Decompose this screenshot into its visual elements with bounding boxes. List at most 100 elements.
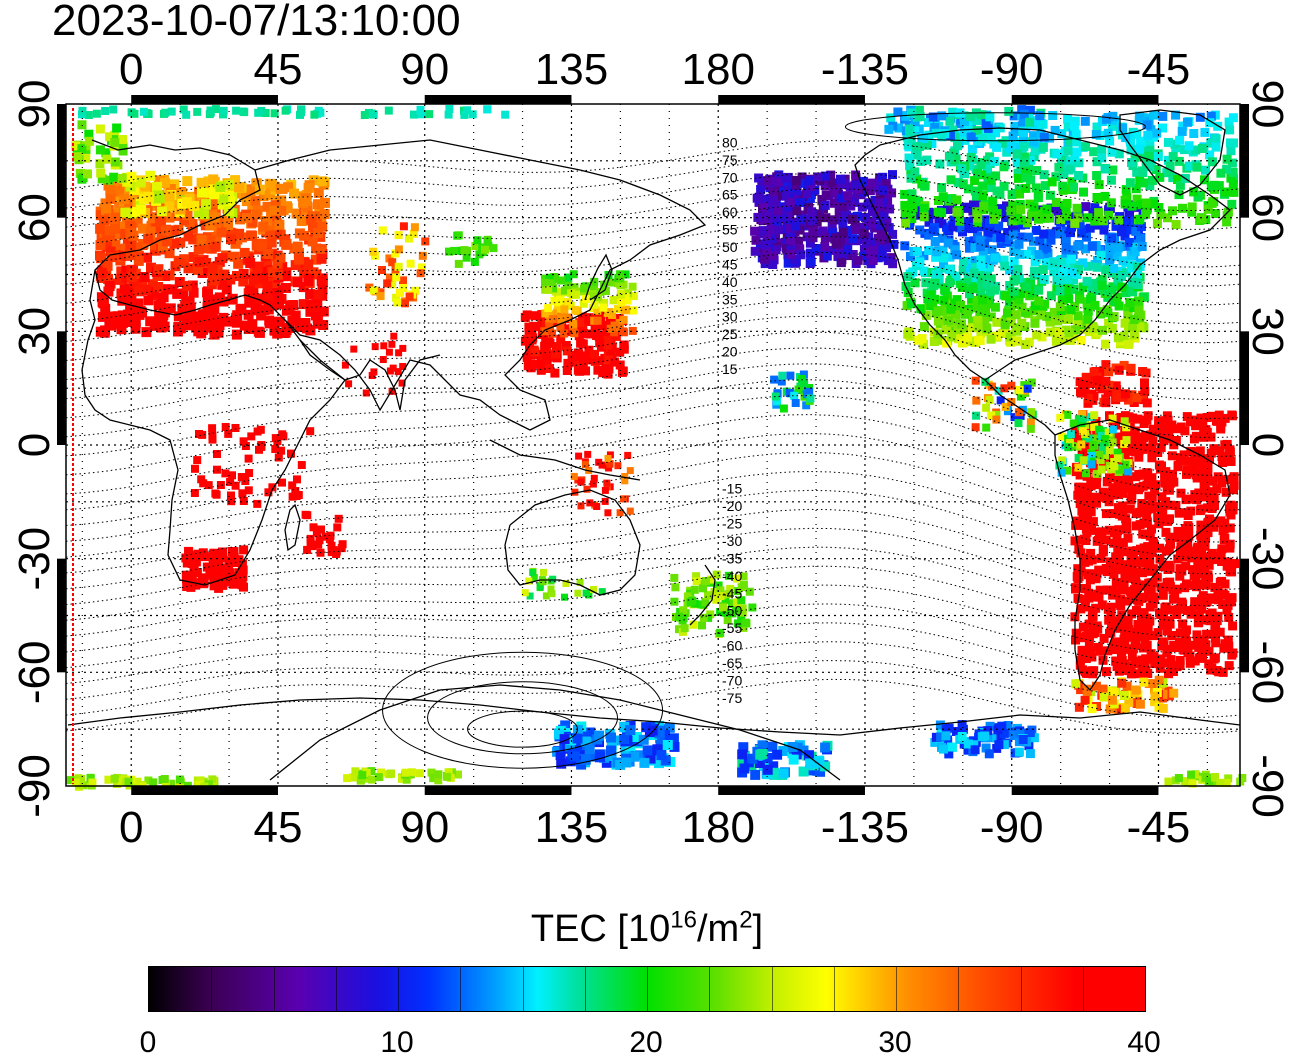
tec-cell (1106, 175, 1116, 185)
tec-cell (598, 588, 606, 596)
tec-cell (868, 256, 878, 265)
tec-cell (1123, 311, 1133, 321)
colorbar-tick-label: 20 (629, 1026, 663, 1059)
tec-cell (410, 223, 419, 232)
tec-cell (928, 225, 938, 235)
tec-cell (256, 273, 266, 284)
tec-cell (577, 502, 585, 510)
tec-cell (1152, 128, 1162, 138)
tec-cell (1111, 552, 1121, 562)
lat-tick-right: 90 (1243, 80, 1292, 129)
tec-cell (1029, 733, 1039, 743)
tec-cell (1003, 308, 1012, 318)
tec-cell (1119, 331, 1129, 341)
tec-cell (1158, 111, 1168, 121)
tec-cell (1098, 547, 1108, 557)
tec-cell (188, 287, 199, 298)
tec-cell (1224, 449, 1234, 459)
tec-cell (1190, 455, 1200, 465)
tec-cell (1020, 157, 1030, 167)
tec-cell (197, 475, 206, 484)
tec-cell (557, 315, 566, 324)
tec-cell (243, 309, 254, 320)
tec-cell (1101, 360, 1111, 370)
tec-cell (1138, 529, 1148, 539)
tec-cell (589, 291, 598, 300)
tec-cell (276, 195, 287, 206)
magnetic-contour (65, 451, 1241, 543)
tec-cell (1194, 610, 1204, 620)
tec-cell (1177, 127, 1187, 136)
tec-cell (1101, 435, 1110, 443)
tec-cell (118, 317, 128, 328)
tec-cell (1083, 261, 1093, 271)
tec-cell (930, 123, 940, 132)
tec-cell (312, 528, 321, 537)
tec-cell (309, 302, 320, 313)
magnetic-contour (65, 678, 1241, 735)
tec-cell (794, 236, 804, 246)
tec-cell (227, 547, 237, 556)
tec-cell (1216, 778, 1225, 787)
tec-cell (1149, 539, 1158, 549)
tec-cell (1078, 427, 1087, 436)
tec-cell (611, 735, 622, 746)
tec-cell (1196, 520, 1206, 530)
magnetic-contour (65, 347, 1241, 438)
tec-cell (1098, 446, 1107, 455)
tec-cell (1039, 170, 1049, 180)
tec-cell (563, 358, 573, 368)
tec-cell (1103, 387, 1113, 397)
colorbar-title: TEC [1016/m2] (0, 907, 1294, 951)
tec-cell (125, 228, 136, 239)
tec-cell (1010, 274, 1020, 284)
tec-cell (750, 246, 760, 256)
tec-cell (1027, 378, 1036, 387)
tec-cell (454, 231, 463, 240)
lon-tick-bottom: 90 (400, 803, 449, 852)
tec-cell (1014, 239, 1024, 249)
tec-cell (133, 255, 144, 266)
tec-cell (1082, 469, 1090, 478)
tec-cell (571, 305, 580, 314)
tec-cell (933, 306, 943, 316)
tec-cell (1142, 627, 1152, 636)
tec-cell (1016, 215, 1026, 225)
tec-cell (188, 252, 199, 263)
tec-cell (1106, 608, 1116, 617)
tec-cell (647, 725, 658, 736)
tec-cell (275, 183, 286, 194)
tec-cell (842, 210, 851, 220)
tec-cell (1204, 573, 1213, 583)
tec-cell (1175, 546, 1185, 556)
tec-cell (1200, 487, 1210, 497)
tec-cell (1135, 322, 1145, 332)
tec-cell (1182, 412, 1192, 422)
tec-cell (1163, 433, 1173, 443)
tec-cell (1028, 288, 1038, 298)
tec-cell (792, 206, 802, 216)
tec-cell (319, 209, 330, 220)
tec-cell (405, 292, 414, 301)
tec-cell (95, 145, 105, 155)
tec-cell (1179, 145, 1189, 155)
tec-cell (125, 301, 136, 312)
tec-cell (1219, 535, 1229, 545)
tec-cell (913, 246, 922, 256)
lon-tick-top: 180 (682, 45, 755, 94)
tec-cell (1229, 485, 1238, 495)
tec-cell (298, 282, 309, 293)
tec-map: 8075706560555045403530252015-15-20-25-30… (10, 45, 1292, 852)
tec-cell (1014, 249, 1024, 259)
tec-cell (986, 312, 996, 322)
tec-cell (145, 226, 156, 237)
tec-cell (1224, 774, 1233, 783)
tec-cell (1052, 206, 1062, 216)
tec-cell (1119, 616, 1129, 625)
tec-cell (1030, 266, 1040, 276)
tec-cell (141, 284, 152, 295)
tec-cell (1174, 604, 1184, 614)
tec-cell (1105, 557, 1115, 567)
tec-cell (1078, 622, 1088, 632)
tec-cell (760, 240, 770, 250)
